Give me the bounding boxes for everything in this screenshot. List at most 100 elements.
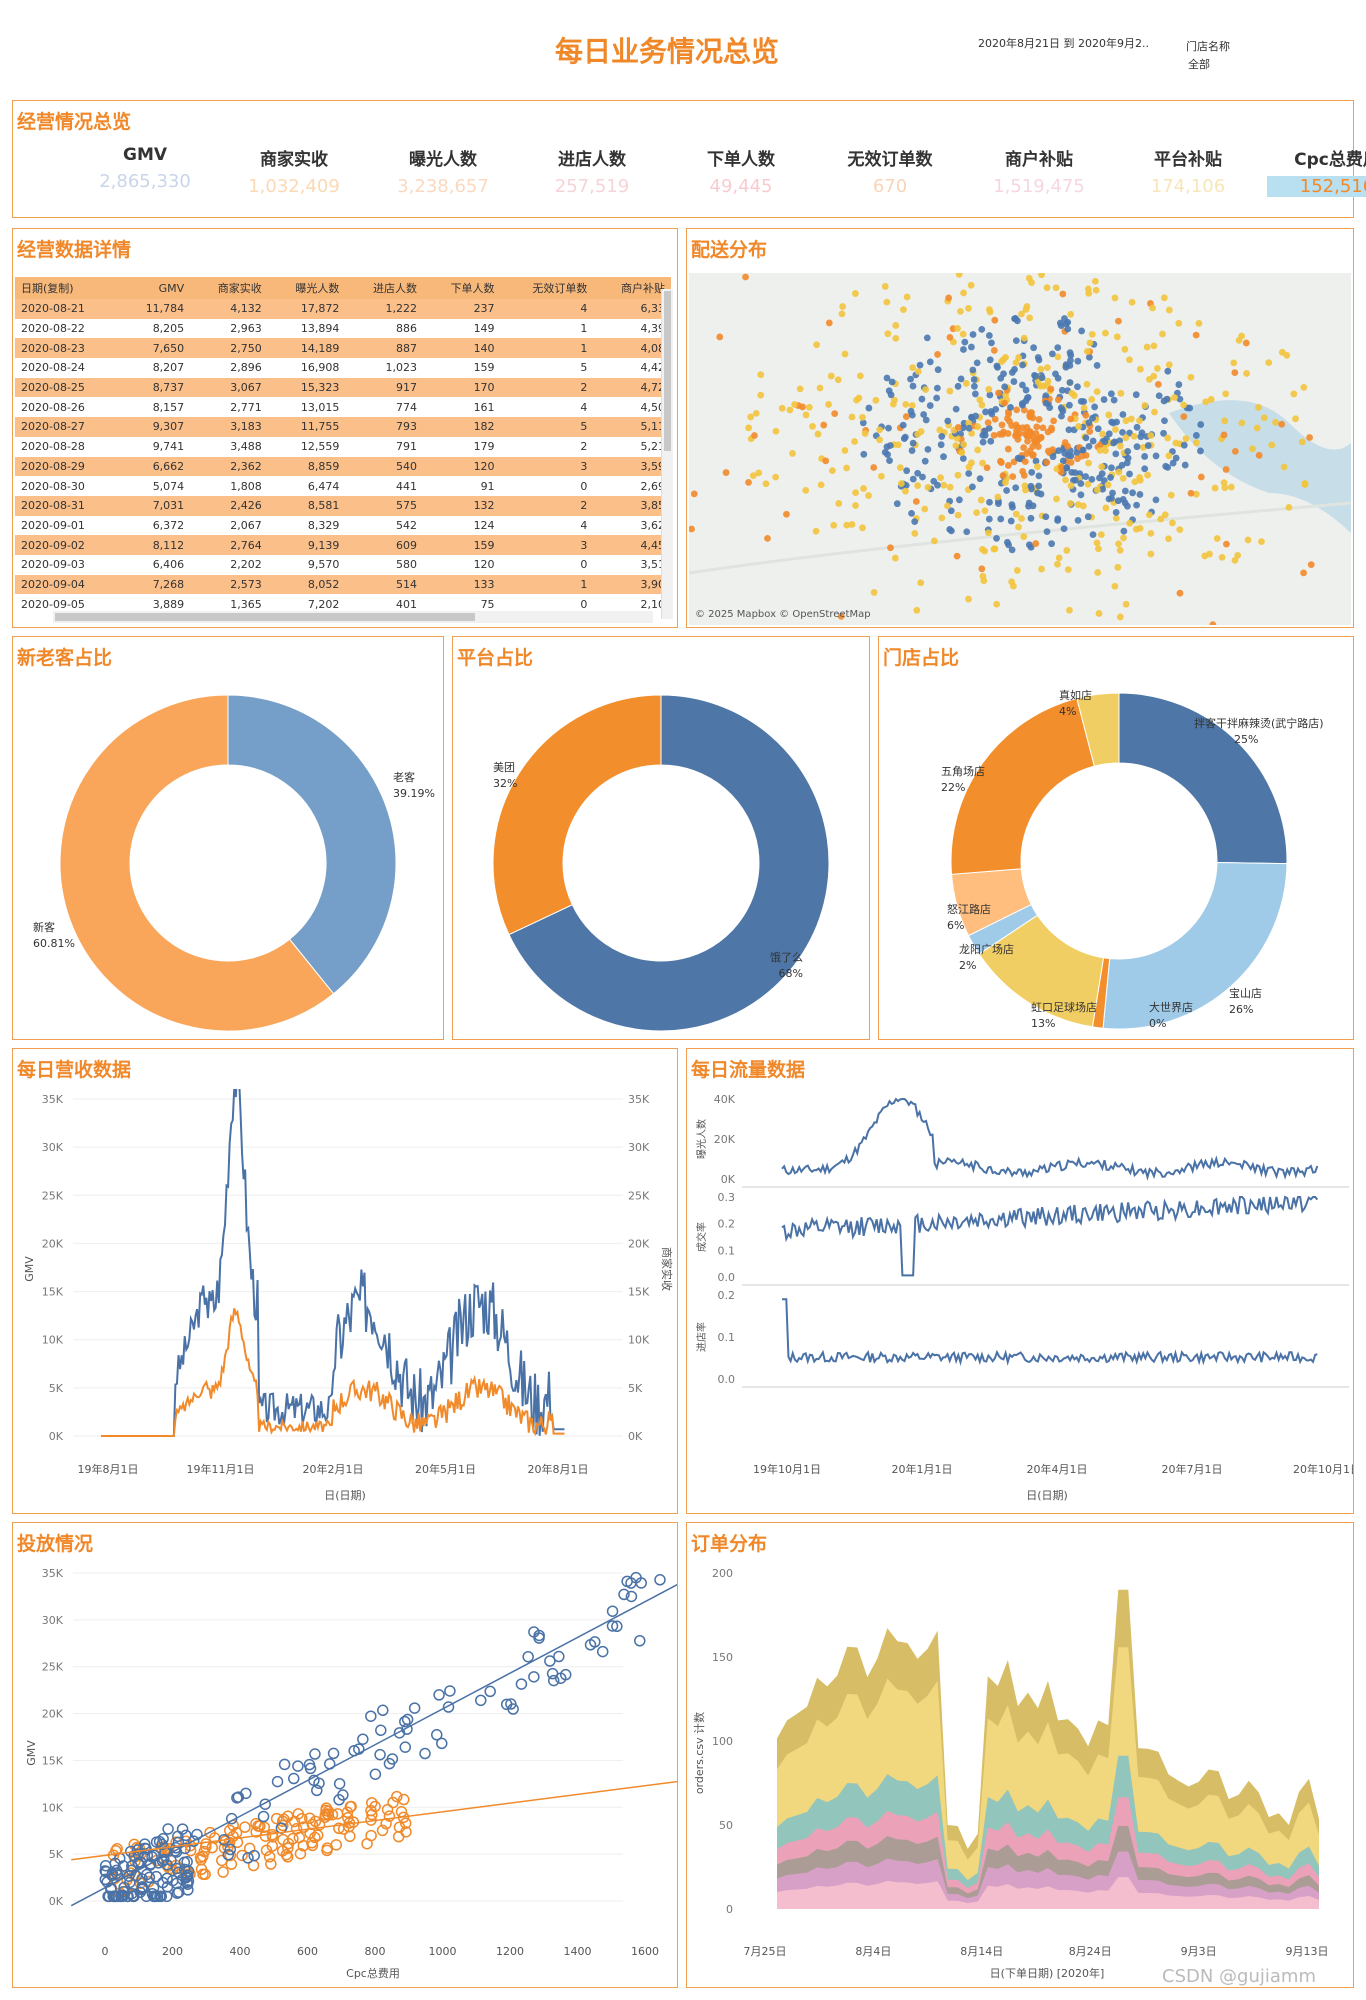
map-point xyxy=(1105,430,1113,438)
map-point xyxy=(1065,426,1073,434)
point-income xyxy=(243,1842,256,1855)
map-point xyxy=(894,441,902,449)
column-header[interactable]: 商家实收 xyxy=(190,277,268,299)
table-row[interactable]: 2020-08-25 8,737 3,067 15,323 917 170 2 4,72 xyxy=(15,377,671,398)
point-gmv xyxy=(150,1836,163,1848)
y-axis-label: orders.csv 计数 xyxy=(693,1712,706,1794)
table-cell: 6,662 xyxy=(120,456,191,477)
map-point xyxy=(1063,547,1071,554)
scatter-chart[interactable]: 35K 30K 25K 20K 15K 10K 5K 0K 0 200 400 600 800 1000 1… xyxy=(13,1563,677,1985)
map-point xyxy=(1079,446,1087,454)
table-row[interactable]: 2020-08-23 7,650 2,750 14,189 887 140 1 4,08 xyxy=(15,338,671,359)
table-row[interactable]: 2020-08-26 8,157 2,771 13,015 774 161 4 4,50 xyxy=(15,397,671,418)
column-header[interactable]: 曝光人数 xyxy=(267,277,346,299)
delivery-map[interactable] xyxy=(689,273,1351,625)
map-point xyxy=(745,478,752,486)
table-row[interactable]: 2020-08-24 8,207 2,896 16,908 1,023 159 5 4,42 xyxy=(15,358,671,378)
table-row[interactable]: 2020-08-27 9,307 3,183 11,755 793 182 5 5,11 xyxy=(15,417,671,437)
map-point xyxy=(1172,439,1180,447)
kpi-2[interactable]: 曝光人数 3,238,657 xyxy=(373,145,513,197)
kpi-0[interactable]: GMV 2,865,330 xyxy=(75,145,215,192)
revenue-chart[interactable]: 35K 30K 25K 20K 15K 10K 5K 0K 35K 30K 25K 20K 15K 10K… xyxy=(13,1089,677,1511)
map-point xyxy=(903,293,911,301)
map-point xyxy=(1111,294,1119,302)
point-gmv xyxy=(248,1849,260,1862)
point-income xyxy=(282,1842,294,1854)
map-point xyxy=(900,306,907,314)
table-cell: 8,157 xyxy=(120,397,191,418)
table-row[interactable]: 2020-08-29 6,662 2,362 8,859 540 120 3 3,59 xyxy=(15,456,671,477)
point-gmv xyxy=(401,1723,413,1735)
table-row[interactable]: 2020-09-02 8,112 2,764 9,139 609 159 3 4,45 xyxy=(15,535,671,555)
map-point xyxy=(997,515,1005,523)
kpi-1[interactable]: 商家实收 1,032,409 xyxy=(224,145,364,197)
point-gmv xyxy=(522,1650,534,1663)
map-point xyxy=(1152,452,1160,460)
map-point xyxy=(969,331,977,338)
kpi-5[interactable]: 无效订单数 670 xyxy=(820,145,960,197)
horizontal-scrollbar[interactable] xyxy=(53,611,653,623)
map-point xyxy=(965,304,972,312)
map-point xyxy=(968,429,976,437)
column-header[interactable]: 无效订单数 xyxy=(500,277,594,299)
table-cell: 2,573 xyxy=(190,574,268,595)
column-header[interactable]: GMV xyxy=(120,277,191,299)
map-point xyxy=(841,447,849,454)
table-row[interactable]: 2020-09-03 6,406 2,202 9,570 580 120 0 3,51 xyxy=(15,554,671,575)
pie-platform-chart[interactable]: 饿了么 68% 美团 32% xyxy=(453,681,869,1037)
table-row[interactable]: 2020-09-05 3,889 1,365 7,202 401 75 0 2,10 xyxy=(15,594,671,614)
table-row[interactable]: 2020-09-04 7,268 2,573 8,052 514 133 1 3,90 xyxy=(15,574,671,595)
map-point xyxy=(825,319,833,327)
point-income xyxy=(333,1822,345,1835)
pie-store-chart[interactable]: 拌客干拌麻辣烫(武宁路店) 25% 宝山店 26% 大世界店 0% 虹口足球场店 13% 龙阳广… xyxy=(879,681,1353,1037)
point-gmv xyxy=(303,1758,316,1771)
map-point xyxy=(1074,501,1082,509)
point-income xyxy=(306,1837,318,1849)
pie-label: 虹口足球场店 xyxy=(1031,1000,1097,1014)
map-point xyxy=(1110,439,1117,447)
map-point xyxy=(1020,444,1028,451)
y-tick: 25K xyxy=(42,1661,64,1674)
pie-customer-panel: 新老客占比 老客 39.19% 新客 60.81% xyxy=(12,636,444,1040)
map-point xyxy=(1058,386,1066,394)
map-point xyxy=(1096,474,1103,482)
kpi-6[interactable]: 商户补贴 1,519,475 xyxy=(969,145,1109,197)
map-point xyxy=(1093,388,1101,396)
map-point xyxy=(923,334,931,342)
table-row[interactable]: 2020-08-21 11,784 4,132 17,872 1,222 237 4 6,33 xyxy=(15,299,671,319)
traffic-chart[interactable]: 40K 20K 0K 曝光人数 0.3 0.2 0.1 0.0 成交率 0.2 0.1 0.0 进店率 1… xyxy=(687,1089,1353,1511)
map-point xyxy=(1249,445,1256,453)
map-point xyxy=(1197,447,1204,455)
column-header[interactable]: 下单人数 xyxy=(422,277,501,299)
table-row[interactable]: 2020-09-01 6,372 2,067 8,329 542 124 4 3,62 xyxy=(15,515,671,536)
vertical-scrollbar[interactable] xyxy=(661,289,673,619)
map-point xyxy=(1161,511,1169,519)
point-gmv xyxy=(442,1701,455,1713)
kpi-3[interactable]: 进店人数 257,519 xyxy=(522,145,662,197)
map-point xyxy=(1037,365,1045,373)
point-gmv xyxy=(377,1704,389,1717)
table-row[interactable]: 2020-08-28 9,741 3,488 12,559 791 179 2 5,21 xyxy=(15,436,671,457)
kpi-8[interactable]: Cpc总费用 152,516 xyxy=(1267,145,1366,197)
table-cell: 2 xyxy=(500,377,594,398)
map-point xyxy=(755,469,763,477)
kpi-4[interactable]: 下单人数 49,445 xyxy=(671,145,811,197)
column-header[interactable]: 日期(复制) xyxy=(15,277,121,299)
store-filter-value[interactable]: 全部 xyxy=(1188,58,1210,71)
table-row[interactable]: 2020-08-31 7,031 2,426 8,581 575 132 2 3,85 xyxy=(15,495,671,516)
table-cell: 3 xyxy=(500,456,594,477)
map-point xyxy=(1029,433,1037,441)
column-header[interactable]: 进店人数 xyxy=(345,277,423,299)
date-range-filter[interactable]: 2020年8月21日 到 2020年9月2.. xyxy=(978,37,1149,50)
y-tick: 5K xyxy=(49,1848,64,1861)
kpi-7[interactable]: 平台补贴 174,106 xyxy=(1118,145,1258,197)
map-point xyxy=(955,496,963,504)
column-header[interactable]: 商户补贴 xyxy=(593,277,671,299)
table-row[interactable]: 2020-08-30 5,074 1,808 6,474 441 91 0 2,69 xyxy=(15,476,671,496)
page-title: 每日业务情况总览 xyxy=(555,35,780,68)
pie-label: 大世界店 xyxy=(1149,1000,1193,1014)
pie-customer-chart[interactable]: 老客 39.19% 新客 60.81% xyxy=(13,681,443,1037)
table-row[interactable]: 2020-08-22 8,205 2,963 13,894 886 149 1 4,39 xyxy=(15,318,671,339)
orders-chart[interactable]: 200 150 100 50 0 7月25日 8月4日 8月14日 8月24日 9月3日 9月13日… xyxy=(687,1563,1353,1985)
map-point xyxy=(969,366,977,374)
